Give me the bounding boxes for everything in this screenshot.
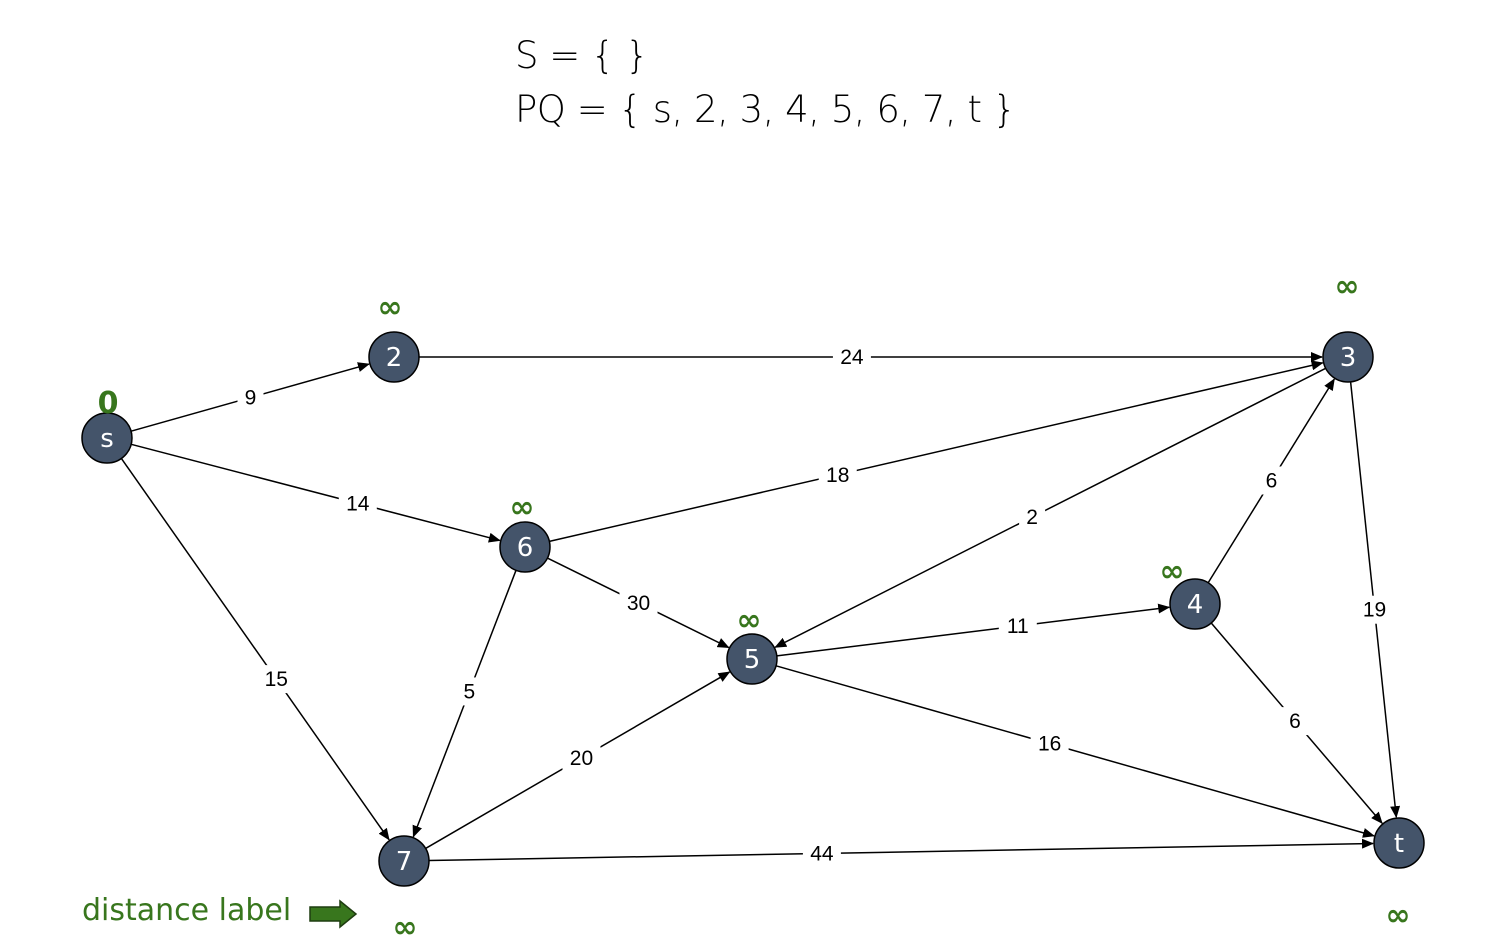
node-label: 6 — [517, 533, 534, 563]
node-3: 3 — [1322, 331, 1374, 383]
edge-s-6: 14 — [131, 443, 501, 543]
edge-weight-label: 2 — [1026, 506, 1038, 529]
node-circle — [1322, 331, 1374, 383]
distance-label-5: ∞ — [737, 603, 762, 638]
edge-3-t: 19 — [1349, 381, 1401, 819]
node-t: t — [1373, 817, 1425, 869]
node-5: 5 — [726, 633, 778, 685]
node-circle — [368, 331, 420, 383]
legend-arrow-icon — [309, 899, 358, 929]
edge-s-7: 15 — [120, 458, 390, 841]
edge-4-t: 6 — [1210, 622, 1383, 824]
node-label: 5 — [744, 645, 761, 675]
edge-line — [549, 360, 1324, 543]
edge-weight-label: 30 — [627, 592, 650, 615]
node-label: 2 — [386, 343, 403, 373]
edge-weight-label: 44 — [810, 842, 834, 865]
edge-weight-label: 5 — [463, 680, 475, 703]
node-2: 2 — [368, 331, 420, 383]
edge-weight-label: 15 — [265, 668, 288, 691]
edge-2-3: 24 — [419, 343, 1323, 371]
node-6: 6 — [499, 521, 551, 573]
edge-weight-label: 14 — [346, 492, 370, 515]
distance-label-4: ∞ — [1160, 554, 1185, 589]
node-label: s — [100, 424, 114, 454]
distance-label-s: 0 — [98, 386, 119, 421]
priority-queue-line: PQ = { s, 2, 3, 4, 5, 6, 7, t } — [515, 88, 1016, 131]
edge-weight-label: 19 — [1363, 599, 1386, 622]
edge-weight-label: 11 — [1007, 615, 1029, 638]
edge-7-5: 20 — [425, 671, 731, 850]
node-label: t — [1394, 829, 1404, 859]
visited-set-line: S = { } — [515, 34, 649, 77]
edge-weight-label: 6 — [1289, 710, 1301, 733]
node-circle — [81, 412, 133, 464]
edge-line — [776, 603, 1171, 657]
edge-line — [131, 443, 501, 543]
edge-weight-background — [802, 839, 841, 868]
edge-weight-background — [619, 589, 658, 617]
node-circle — [499, 521, 551, 573]
edge-weight-background — [1281, 707, 1308, 736]
edge-4-3: 6 — [1207, 378, 1335, 584]
edge-weight-background — [1355, 595, 1394, 624]
edge-weight-label: 24 — [840, 346, 864, 369]
distance-label-7: ∞ — [393, 910, 418, 945]
edge-weight-background — [1030, 729, 1069, 758]
edge-weight-background — [338, 489, 377, 518]
edge-3-5: 2 — [774, 367, 1327, 648]
node-7: 7 — [378, 835, 430, 887]
edge-weight-background — [998, 612, 1037, 640]
edge-weight-label: 9 — [245, 387, 257, 410]
node-label: 4 — [1187, 590, 1204, 620]
edge-line — [775, 665, 1375, 838]
node-circle — [726, 633, 778, 685]
edge-weight-background — [818, 460, 857, 489]
distance-label-t: ∞ — [1386, 898, 1411, 933]
edge-weight-background — [832, 343, 871, 371]
edge-weight-label: 18 — [826, 464, 849, 487]
edge-line — [120, 458, 390, 841]
edge-weight-label: 16 — [1038, 733, 1061, 756]
node-circle — [378, 835, 430, 887]
edge-5-4: 11 — [776, 603, 1171, 657]
edge-weight-label: 20 — [570, 747, 593, 770]
edge-line — [774, 367, 1327, 648]
edge-weight-background — [1019, 503, 1046, 532]
node-4: 4 — [1169, 578, 1221, 630]
edge-weight-background — [257, 665, 296, 694]
distance-label-6: ∞ — [510, 490, 535, 525]
edge-6-7: 5 — [412, 570, 517, 838]
node-label: 3 — [1340, 343, 1357, 373]
distance-label-3: ∞ — [1335, 269, 1360, 304]
node-label: 7 — [396, 847, 413, 877]
edge-weight-background — [456, 677, 483, 706]
edge-line — [428, 838, 1375, 862]
edge-6-5: 30 — [547, 557, 730, 649]
edge-weight-background — [562, 743, 601, 772]
edge-weight-label: 6 — [1266, 470, 1278, 493]
node-circle — [1373, 817, 1425, 869]
distance-label-2: ∞ — [378, 290, 403, 325]
edge-5-t: 16 — [775, 665, 1375, 838]
edge-7-t: 44 — [428, 838, 1375, 868]
edge-weight-background — [1258, 466, 1285, 495]
node-circle — [1169, 578, 1221, 630]
edge-s-2: 9 — [130, 362, 370, 432]
node-s: s — [81, 412, 133, 464]
legend-label: distance label — [82, 893, 292, 928]
edge-6-3: 18 — [549, 360, 1324, 543]
edge-weight-background — [237, 383, 264, 412]
